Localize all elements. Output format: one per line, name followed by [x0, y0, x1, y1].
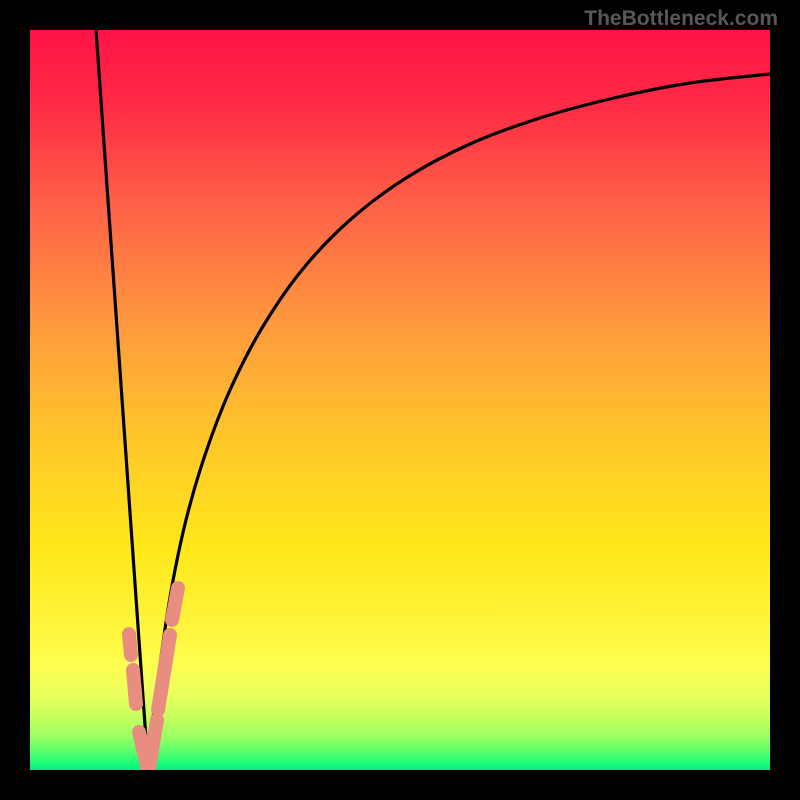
data-marker: [158, 635, 170, 710]
left-curve: [96, 30, 148, 768]
watermark-text: TheBottleneck.com: [584, 7, 778, 31]
data-marker: [172, 588, 178, 620]
data-marker: [129, 634, 131, 655]
chart-container: TheBottleneck.com: [0, 0, 800, 800]
data-marker: [133, 670, 136, 704]
curves-layer: [30, 30, 770, 770]
right-curve: [148, 74, 770, 768]
data-marker: [149, 720, 157, 768]
plot-area: [30, 30, 770, 770]
